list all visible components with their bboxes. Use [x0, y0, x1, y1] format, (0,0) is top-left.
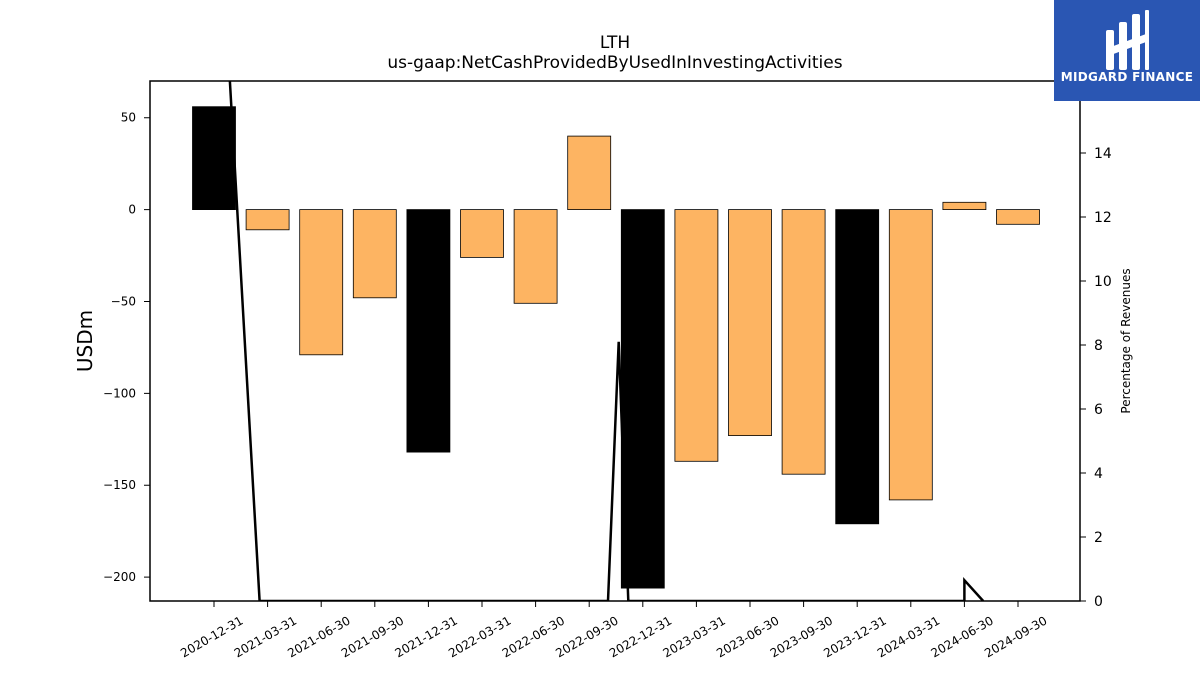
y2-tick-label: 0 — [1094, 594, 1103, 610]
y2-tick-label: 10 — [1094, 274, 1112, 290]
bar-2020-12-31 — [192, 106, 236, 210]
bar-2024-09-30 — [996, 209, 1040, 225]
midgard-finance-logo: MIDGARD FINANCE — [1054, 0, 1200, 101]
bar-2023-12-31 — [835, 209, 880, 525]
bar-2021-09-30 — [352, 209, 397, 299]
y-tick-label: 0 — [128, 203, 136, 217]
y2-tick-label: 4 — [1094, 466, 1103, 482]
y2-tick-label: 6 — [1094, 402, 1103, 418]
y-tick-label: −100 — [103, 386, 136, 400]
y2-axis-label: Percentage of Revenues — [1119, 268, 1133, 413]
bars-group — [192, 106, 1040, 589]
bar-2022-03-31 — [460, 209, 504, 258]
logo-mark-icon — [1106, 10, 1149, 70]
bar-2022-12-31 — [620, 209, 665, 589]
bar-2024-03-31 — [888, 209, 933, 501]
y-axis-label: USDm — [73, 310, 97, 372]
bar-2024-06-30 — [942, 201, 987, 211]
bar-2021-03-31 — [245, 209, 290, 231]
chart-subtitle: us-gaap:NetCashProvidedByUsedInInvesting… — [387, 53, 842, 73]
percentage-of-revenues-line — [228, 81, 985, 601]
bar-2022-06-30 — [513, 209, 558, 304]
bar-2023-03-31 — [674, 209, 719, 462]
y-tick-label: 50 — [121, 111, 136, 125]
x-axis: 2020-12-312021-03-312021-06-302021-09-30… — [178, 601, 1050, 660]
bar-2023-06-30 — [728, 209, 772, 437]
y2-tick-label: 8 — [1094, 338, 1103, 354]
chart-title: LTH — [600, 33, 630, 53]
y2-tick-label: 2 — [1094, 530, 1103, 546]
bar-2021-12-31 — [406, 209, 451, 453]
plot-frame — [149, 80, 1081, 602]
y-tick-label: −150 — [103, 478, 136, 492]
y-axis-left: 50 0 −50 −100 −150 −200 — [103, 111, 150, 584]
y2-tick-label: 14 — [1094, 146, 1112, 162]
line-layer — [228, 81, 985, 601]
y-tick-label: −50 — [111, 294, 136, 308]
bar-2021-06-30 — [299, 209, 344, 356]
bar-2022-09-30 — [567, 135, 612, 211]
logo-text: MIDGARD FINANCE — [1061, 70, 1193, 84]
y-axis-right: 0246810121416 — [1080, 82, 1112, 610]
bar-2023-09-30 — [781, 209, 826, 475]
y-tick-label: −200 — [103, 570, 136, 584]
y2-tick-label: 12 — [1094, 210, 1112, 226]
